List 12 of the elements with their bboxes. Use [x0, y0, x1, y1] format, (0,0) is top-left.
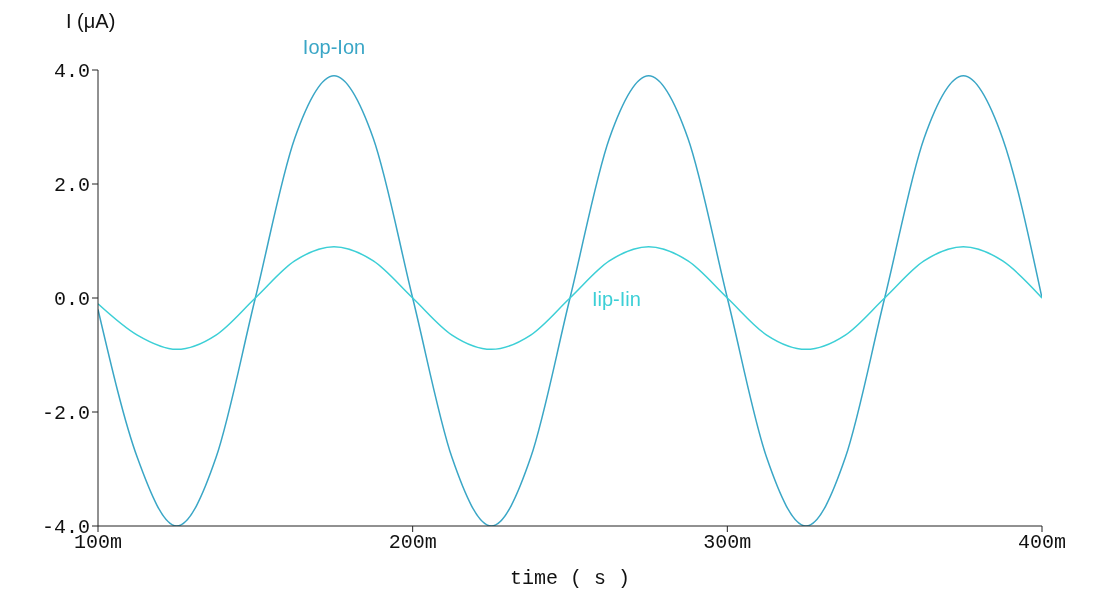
series-label: Iop-Ion: [302, 35, 366, 58]
series-label: Iip-Iin: [592, 288, 641, 310]
y-tick-label: 4.0: [53, 60, 90, 84]
y-tick-label: 0.0: [53, 288, 90, 312]
x-axis-title: time ( s ): [509, 567, 631, 590]
y-axis-title: I (μA): [66, 10, 116, 33]
x-tick-label: 400m: [1017, 531, 1067, 555]
y-tick-label: 2.0: [53, 174, 90, 198]
y-tick-label: -2.0: [41, 402, 90, 426]
x-tick-label: 200m: [388, 531, 437, 555]
x-tick-label: 300m: [703, 531, 752, 555]
line-series: [98, 245, 1042, 351]
